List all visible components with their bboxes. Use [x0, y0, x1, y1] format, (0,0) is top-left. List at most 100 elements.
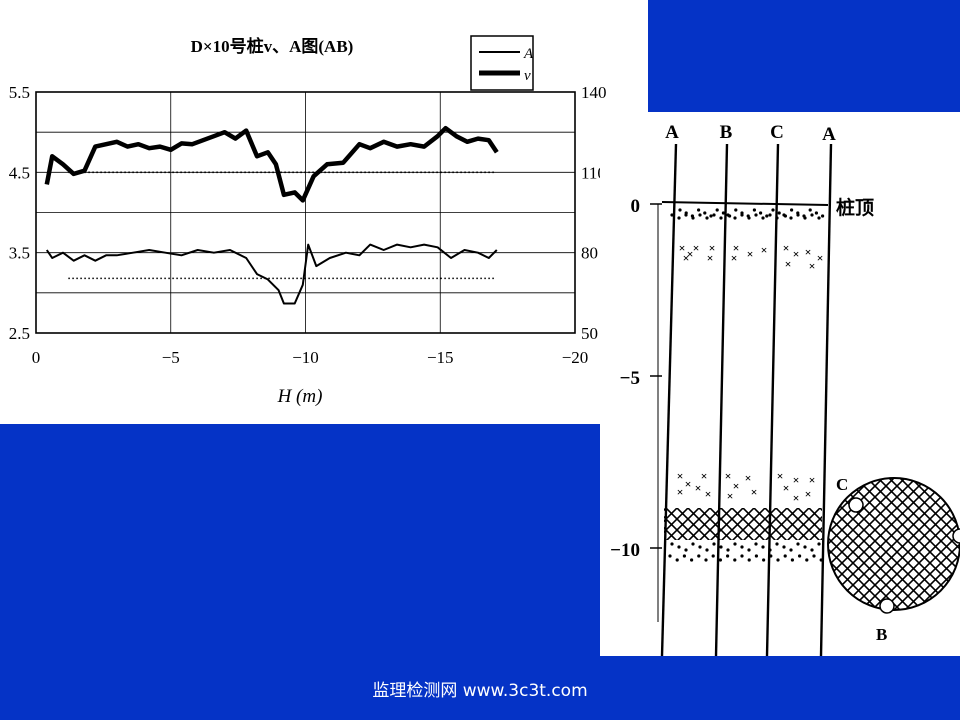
- debris-dot: [810, 213, 814, 217]
- pile-defect-diagram: × × × × × × × × × × × × × × × × × × × × × × × × × × × × × × × × × A B C …: [600, 112, 960, 657]
- defect-cross-mark: ×: [693, 241, 700, 255]
- defect-cross-mark: ×: [805, 245, 812, 259]
- debris-dot: [703, 211, 707, 215]
- defect-marks: × × ×××××× × × × ××× ××××× ××××××××××××××: [668, 208, 825, 562]
- debris-dot: [726, 554, 730, 558]
- debris-dot: [705, 216, 709, 220]
- debris-dot: [769, 554, 773, 558]
- defect-cross-mark: ×: [695, 481, 702, 495]
- cross-section-circle: [827, 477, 960, 611]
- debris-dot: [733, 558, 737, 562]
- defect-cross-mark: ×: [705, 487, 712, 501]
- debris-dot: [747, 558, 751, 562]
- debris-dot: [789, 216, 793, 220]
- series-line-v: [44, 125, 499, 203]
- debris-dot: [803, 216, 807, 220]
- debris-dot: [740, 213, 744, 217]
- x-tick-label: −15: [427, 348, 454, 367]
- tube-right-marker: [952, 528, 960, 544]
- tube-label-c: C: [770, 122, 784, 143]
- debris-dot: [682, 554, 686, 558]
- debris-dot: [814, 211, 818, 215]
- debris-dot: [718, 558, 722, 562]
- series-layer: [44, 125, 499, 305]
- plot-frame: [35, 91, 576, 334]
- debris-dot: [690, 558, 694, 562]
- debris-dot: [754, 554, 758, 558]
- debris-dot: [782, 545, 786, 549]
- defect-cross-mark: ×: [707, 251, 714, 265]
- y-left-tick-label: 4.5: [9, 163, 30, 182]
- debris-dot: [761, 545, 765, 549]
- debris-dot: [691, 542, 695, 546]
- debris-dot: [790, 558, 794, 562]
- debris-dot: [670, 542, 674, 546]
- defect-cross-mark: ×: [751, 485, 758, 499]
- y-right-tick-label: 80: [581, 244, 598, 263]
- debris-dot: [768, 548, 772, 552]
- y-right-tick-label: 50: [581, 324, 598, 343]
- tube-label-a-left: A: [665, 122, 679, 143]
- chart-title: D×10号桩v、A图(AB): [191, 36, 354, 56]
- debris-dot: [712, 542, 716, 546]
- debris-dot: [698, 213, 702, 217]
- defect-cross-mark: ×: [685, 477, 692, 491]
- debris-dot: [783, 554, 787, 558]
- defect-cross-mark: ×: [761, 243, 768, 257]
- debris-dot: [752, 208, 756, 212]
- debris-dot: [684, 548, 688, 552]
- debris-dot: [762, 558, 766, 562]
- debris-dot: [768, 213, 772, 217]
- debris-dot: [803, 545, 807, 549]
- debris-dot: [812, 554, 816, 558]
- debris-dot: [740, 554, 744, 558]
- tube-c: [765, 143, 780, 657]
- depth-label-minus-5: −5: [620, 368, 640, 389]
- depth-label-0: 0: [631, 196, 641, 217]
- debris-dot: [796, 542, 800, 546]
- debris-dot: [775, 216, 779, 220]
- debris-dot: [734, 208, 738, 212]
- tube-a-left: [660, 143, 678, 657]
- tube-b-marker: [879, 598, 895, 614]
- pile-top-line: [661, 201, 829, 206]
- debris-dot: [776, 558, 780, 562]
- defect-cross-mark: ×: [709, 241, 716, 255]
- defect-cross-mark: ×: [679, 241, 686, 255]
- debris-dot: [808, 208, 812, 212]
- defect-cross-mark: ×: [747, 247, 754, 261]
- pile-diagram-svg: × × ×××××× × × × ××× ××××× ×××××××××××××× A B C …: [610, 122, 960, 657]
- chart-panel: 0 −5 −10 −15 −20 5.5 4.5 3.5 2.5 140 110 80 50 D×10号…: [0, 0, 648, 424]
- debris-dot: [677, 216, 681, 220]
- reference-lines: [68, 171, 495, 280]
- debris-dot: [711, 554, 715, 558]
- debris-dot: [668, 554, 672, 558]
- debris-dot: [817, 542, 821, 546]
- x-tick-label: −10: [292, 348, 319, 367]
- defect-cross-mark: ×: [783, 481, 790, 495]
- defect-cross-mark: ×: [809, 259, 816, 273]
- debris-dot: [765, 214, 769, 218]
- tube-a-right: [819, 143, 833, 657]
- debris-dot: [670, 213, 674, 217]
- legend-label-a: A: [523, 46, 534, 62]
- defect-cross-mark: ×: [687, 247, 694, 261]
- tube-label-b: B: [720, 122, 733, 143]
- defect-cross-mark: ×: [809, 473, 816, 487]
- y-left-tick-label: 3.5: [9, 244, 30, 263]
- debris-dot: [747, 548, 751, 552]
- debris-dot: [726, 548, 730, 552]
- defect-cross-mark: ×: [677, 469, 684, 483]
- debris-dot: [817, 216, 821, 220]
- debris-dot: [805, 558, 809, 562]
- debris-dot: [719, 216, 723, 220]
- debris-dot: [721, 211, 725, 215]
- section-label-c: C: [836, 475, 848, 494]
- tube-label-a-right: A: [822, 124, 836, 145]
- debris-dot: [796, 213, 800, 217]
- debris-dot: [675, 558, 679, 562]
- pile-top-label: 桩顶: [836, 196, 874, 219]
- debris-dot: [698, 545, 702, 549]
- debris-dot: [691, 216, 695, 220]
- debris-dot: [754, 213, 758, 217]
